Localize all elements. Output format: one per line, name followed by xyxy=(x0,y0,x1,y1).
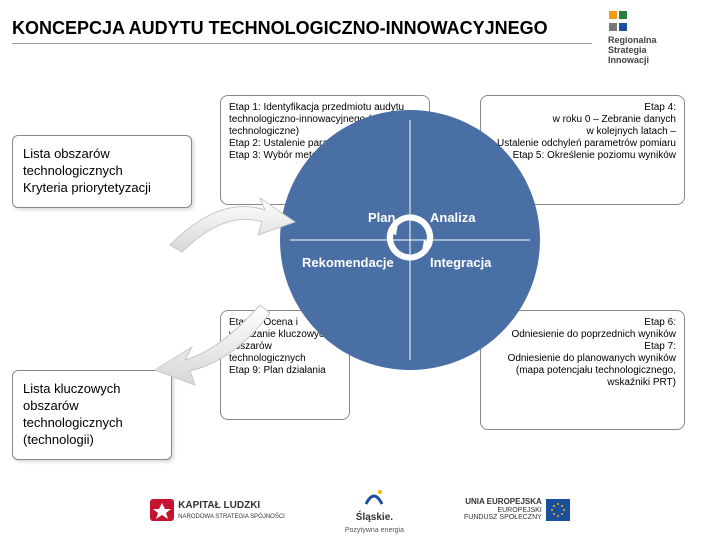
logo-line: Strategia xyxy=(608,45,647,55)
footer-text: Śląskie. xyxy=(356,512,393,523)
logo-rsi: Regionalna Strategia Innowacji xyxy=(608,10,708,66)
label-rekomendacje: Rekomendacje xyxy=(302,255,394,270)
footer-text: EUROPEJSKI FUNDUSZ SPOŁECZNY xyxy=(464,507,542,522)
logo-kapital-ludzki: KAPITAŁ LUDZKI NARODOWA STRATEGIA SPÓJNO… xyxy=(150,499,285,521)
logo-slaskie: Śląskie. Pozytywna energia xyxy=(345,486,404,534)
left-box-keyareas: Lista kluczowych obszarów technologiczny… xyxy=(12,370,172,460)
refresh-icon xyxy=(382,210,438,271)
footer-text: Pozytywna energia xyxy=(345,527,404,534)
cycle-circle: Plan Analiza Rekomendacje Integracja xyxy=(280,110,540,370)
footer-text: KAPITAŁ LUDZKI xyxy=(178,500,260,511)
arrow-to-plan xyxy=(160,190,300,270)
label-integracja: Integracja xyxy=(430,255,491,270)
logo-eu: UNIA EUROPEJSKA EUROPEJSKI FUNDUSZ SPOŁE… xyxy=(464,498,570,522)
arrow-from-rekom xyxy=(150,295,280,395)
left-box-text: Lista kluczowych obszarów technologiczny… xyxy=(23,381,123,447)
logo-line: Regionalna xyxy=(608,35,657,45)
footer-logos: KAPITAŁ LUDZKI NARODOWA STRATEGIA SPÓJNO… xyxy=(0,486,720,534)
footer-text: NARODOWA STRATEGIA SPÓJNOŚCI xyxy=(178,514,285,520)
page-title: KONCEPCJA AUDYTU TECHNOLOGICZNO-INNOWACY… xyxy=(12,18,592,44)
logo-line: Innowacji xyxy=(608,55,649,65)
left-box-text: Lista obszarów technologicznych Kryteria… xyxy=(23,146,151,195)
footer-text: UNIA EUROPEJSKA xyxy=(465,497,542,506)
